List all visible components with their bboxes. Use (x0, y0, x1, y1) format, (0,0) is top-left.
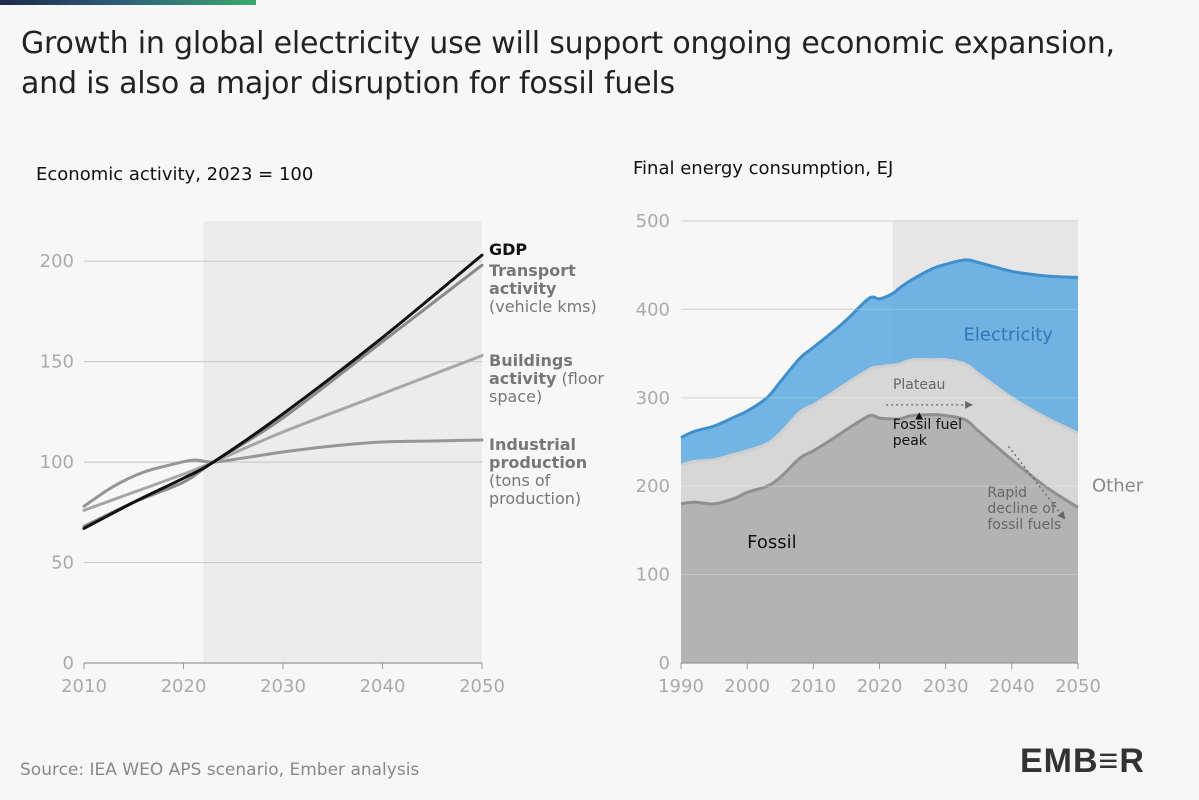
y-tick-label: 0 (659, 653, 670, 674)
plateau-label: Plateau (893, 377, 945, 393)
y-tick-label: 300 (636, 388, 670, 409)
fossil-area (681, 414, 1078, 663)
other-line (680, 357, 1079, 467)
left-chart-title: Economic activity, 2023 = 100 (36, 164, 314, 185)
other-label: Other (1092, 476, 1144, 497)
x-tick-label: 2030 (260, 676, 306, 697)
fossil-label: Fossil (747, 532, 796, 553)
industrial-line (82, 438, 484, 508)
y-tick-label: 200 (40, 251, 74, 272)
decline-label: fossil fuels (987, 517, 1061, 533)
electricity-line (680, 258, 1079, 439)
x-tick-label: 1990 (658, 676, 704, 697)
ember-logo: EMB≡R (1020, 742, 1145, 780)
x-tick-label: 2050 (459, 676, 505, 697)
buildings-label-part: (floor (556, 369, 604, 388)
peak-label: Fossil fuel (893, 417, 962, 433)
fossil-line (680, 413, 1079, 509)
top-accent-bar (0, 0, 256, 5)
x-tick-label: 2010 (790, 676, 836, 697)
buildings-label: Buildings (489, 351, 573, 370)
x-tick-label: 2020 (161, 676, 207, 697)
buildings-label: activity (floor (489, 369, 604, 388)
economic-activity-chart: 0 50 100 150 200 2010 2020 2030 2040 2050 GDP Trans… (40, 221, 604, 697)
x-tick-label: 2030 (923, 676, 969, 697)
x-tick-label: 2020 (857, 676, 903, 697)
industrial-label: Industrial (489, 435, 576, 454)
gdp-label: GDP (489, 240, 527, 259)
decline-label: Rapid (987, 485, 1027, 501)
x-tick-label: 2040 (989, 676, 1035, 697)
buildings-line (82, 354, 484, 512)
y-tick-label: 400 (636, 299, 670, 320)
y-tick-label: 50 (51, 553, 74, 574)
x-tick-label: 2050 (1055, 676, 1101, 697)
transport-label: (vehicle kms) (489, 297, 597, 316)
transport-label: Transport (489, 261, 576, 280)
decline-label: decline of (987, 501, 1056, 517)
x-tick-label: 2040 (360, 676, 406, 697)
electricity-label: Electricity (964, 324, 1054, 345)
gdp-line (82, 253, 484, 530)
industrial-label: production) (489, 489, 581, 508)
decline-arrow (1008, 446, 1066, 520)
y-tick-label: 0 (63, 653, 74, 674)
energy-consumption-chart: 0 100 200 300 400 500 1990 2000 2010 2020 2030 2040… (636, 211, 1144, 697)
y-tick-label: 500 (636, 211, 670, 232)
right-chart-title: Final energy consumption, EJ (633, 158, 894, 179)
y-tick-label: 100 (636, 565, 670, 586)
buildings-label-part: activity (489, 369, 557, 388)
peak-marker (915, 412, 924, 420)
y-tick-label: 100 (40, 452, 74, 473)
industrial-label: (tons of (489, 471, 551, 490)
industrial-label: production (489, 453, 587, 472)
y-tick-label: 150 (40, 352, 74, 373)
source-note: Source: IEA WEO APS scenario, Ember anal… (20, 760, 420, 780)
transport-label: activity (489, 279, 557, 298)
y-tick-label: 200 (636, 476, 670, 497)
buildings-label: space) (489, 387, 542, 406)
x-tick-label: 2000 (724, 676, 770, 697)
page-title: Growth in global electricity use will su… (21, 26, 1115, 101)
peak-label: peak (893, 433, 928, 449)
x-tick-label: 2010 (61, 676, 107, 697)
